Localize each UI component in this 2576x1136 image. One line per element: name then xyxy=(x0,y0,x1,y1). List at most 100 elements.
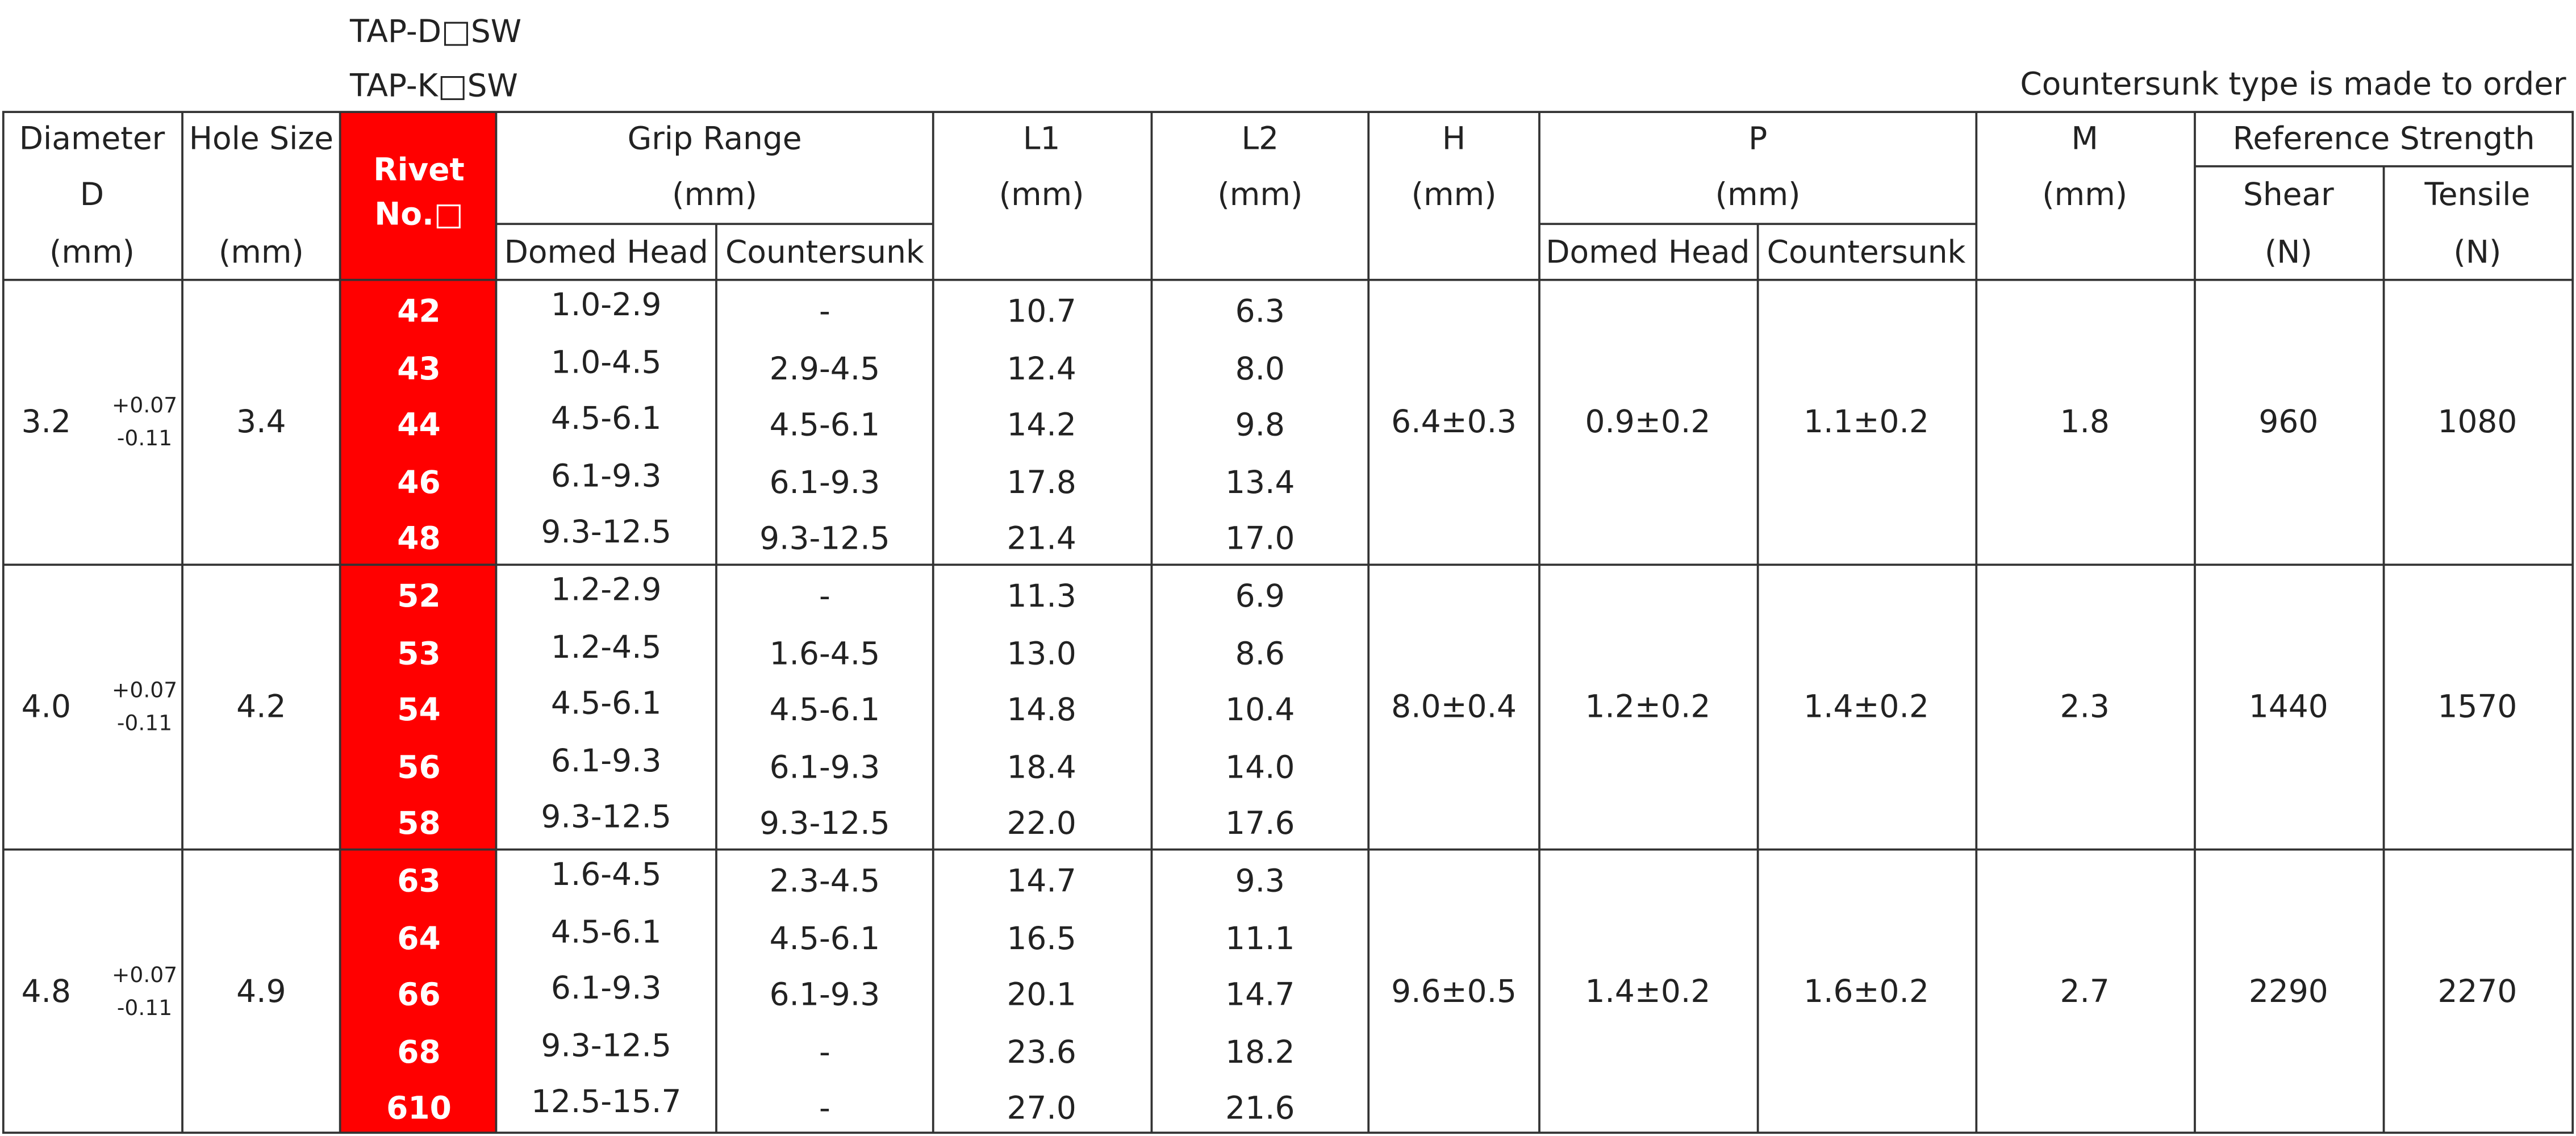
cell-text: 8.0 xyxy=(1235,351,1285,388)
rivet-number: 53 xyxy=(397,636,441,673)
rivet-number: 610 xyxy=(386,1091,452,1127)
header-text: Reference Strength xyxy=(2232,121,2535,157)
cell-text: 4.8 xyxy=(21,974,71,1010)
cell-text: 1.4±0.2 xyxy=(1803,689,1929,725)
header-text: H xyxy=(1442,121,1466,157)
header-text: M xyxy=(2071,121,2098,157)
cell-text: 4.5-6.1 xyxy=(550,686,662,722)
cell-text: 1.0-4.5 xyxy=(550,345,662,382)
header-text: Hole Size xyxy=(189,121,334,157)
header-text: P xyxy=(1748,121,1768,157)
rivet-number: 63 xyxy=(397,863,441,900)
note: Countersunk type is made to order xyxy=(2020,66,2566,103)
cell-text: 14.2 xyxy=(1007,407,1076,444)
tolerance: -0.11 xyxy=(116,427,173,452)
rivet-number: 42 xyxy=(397,294,441,331)
cell-text: 9.3-12.5 xyxy=(759,521,890,558)
header-text: D xyxy=(80,177,105,214)
cell-text: 13.4 xyxy=(1225,465,1295,502)
header-text: (N) xyxy=(2453,235,2502,271)
header-text: No.□ xyxy=(374,197,464,233)
header-text: (mm) xyxy=(2042,177,2128,214)
cell-text: 9.3-12.5 xyxy=(541,1028,672,1064)
cell-text: 4.5-6.1 xyxy=(769,921,880,958)
cell-text: 18.4 xyxy=(1007,750,1076,787)
cell-text: 18.2 xyxy=(1225,1034,1295,1071)
cell-text: - xyxy=(819,1034,830,1071)
cell-text: 13.0 xyxy=(1007,636,1076,673)
cell-text: 6.1-9.3 xyxy=(550,970,662,1007)
rivet-number: 66 xyxy=(397,977,441,1014)
cell-text: 6.1-9.3 xyxy=(769,977,880,1014)
cell-text: 10.4 xyxy=(1225,692,1295,729)
model-name: TAP-K□SW xyxy=(350,68,518,105)
cell-text: 14.7 xyxy=(1007,863,1076,900)
cell-text: 11.3 xyxy=(1007,578,1076,615)
cell-text: 4.5-6.1 xyxy=(550,914,662,951)
header-text: Diameter xyxy=(19,121,165,157)
cell-text: 9.6±0.5 xyxy=(1391,974,1517,1010)
cell-text: 4.5-6.1 xyxy=(550,400,662,437)
cell-text: 17.8 xyxy=(1007,465,1076,502)
header-text: Countersunk xyxy=(725,235,924,271)
rivet-number: 52 xyxy=(397,578,441,615)
header-text: L2 xyxy=(1241,121,1279,157)
header-text: (mm) xyxy=(1217,177,1303,214)
grid-lines xyxy=(2,111,2574,1134)
header-text: Domed Head xyxy=(504,235,708,271)
cell-text: 2.9-4.5 xyxy=(769,351,880,388)
cell-text: 1.6±0.2 xyxy=(1803,974,1929,1010)
tolerance: -0.11 xyxy=(116,997,173,1022)
tolerance: -0.11 xyxy=(116,712,173,737)
rivet-number: 48 xyxy=(397,521,441,558)
cell-text: 1.0-2.9 xyxy=(550,287,662,324)
cell-text: 8.0±0.4 xyxy=(1391,689,1517,725)
cell-text: 2270 xyxy=(2437,974,2517,1010)
cell-text: 1.2-4.5 xyxy=(550,629,662,666)
cell-text: 20.1 xyxy=(1007,977,1076,1014)
header-text: Grip Range xyxy=(627,121,802,157)
cell-text: 9.8 xyxy=(1235,407,1285,444)
cell-text: 4.5-6.1 xyxy=(769,692,880,729)
rivet-number: 56 xyxy=(397,750,441,787)
cell-text: 4.5-6.1 xyxy=(769,407,880,444)
cell-text: 1.8 xyxy=(2060,404,2110,441)
cell-text: 2.3-4.5 xyxy=(769,863,880,900)
cell-text: 27.0 xyxy=(1007,1091,1076,1127)
cell-text: 1.1±0.2 xyxy=(1803,404,1929,441)
cell-text: 6.1-9.3 xyxy=(769,750,880,787)
header-text: Domed Head xyxy=(1546,235,1750,271)
cell-text: - xyxy=(819,578,830,615)
header-text: (mm) xyxy=(999,177,1084,214)
cell-text: 1.4±0.2 xyxy=(1585,974,1711,1010)
header-text: (mm) xyxy=(672,177,758,214)
rivet-number: 43 xyxy=(397,351,441,388)
cell-text: 6.4±0.3 xyxy=(1391,404,1517,441)
rivet-number: 54 xyxy=(397,692,441,729)
cell-text: 12.4 xyxy=(1007,351,1076,388)
cell-text: - xyxy=(819,294,830,331)
rivet-number: 58 xyxy=(397,805,441,842)
cell-text: 22.0 xyxy=(1007,805,1076,842)
cell-text: 10.7 xyxy=(1007,294,1076,331)
cell-text: 12.5-15.7 xyxy=(531,1084,682,1121)
rivet-column-background xyxy=(340,112,496,1133)
cell-text: 1570 xyxy=(2437,689,2517,725)
cell-text: 21.4 xyxy=(1007,521,1076,558)
cell-text: 6.1-9.3 xyxy=(550,458,662,495)
header-text: (mm) xyxy=(218,235,304,271)
cell-text: 21.6 xyxy=(1225,1091,1295,1127)
cell-text: 4.2 xyxy=(236,689,286,725)
cell-text: 6.1-9.3 xyxy=(550,743,662,780)
cell-text: 23.6 xyxy=(1007,1034,1076,1071)
header-text: Shear xyxy=(2243,177,2334,214)
rivet-number: 64 xyxy=(397,921,441,958)
header-text: Rivet xyxy=(373,152,465,189)
header-text: (mm) xyxy=(1715,177,1801,214)
cell-text: 9.3-12.5 xyxy=(541,514,672,551)
cell-text: 1.2±0.2 xyxy=(1585,689,1711,725)
cell-text: 960 xyxy=(2258,404,2319,441)
cell-text: 1.6-4.5 xyxy=(550,857,662,893)
cell-text: 11.1 xyxy=(1225,921,1295,958)
model-name: TAP-D□SW xyxy=(350,14,522,51)
